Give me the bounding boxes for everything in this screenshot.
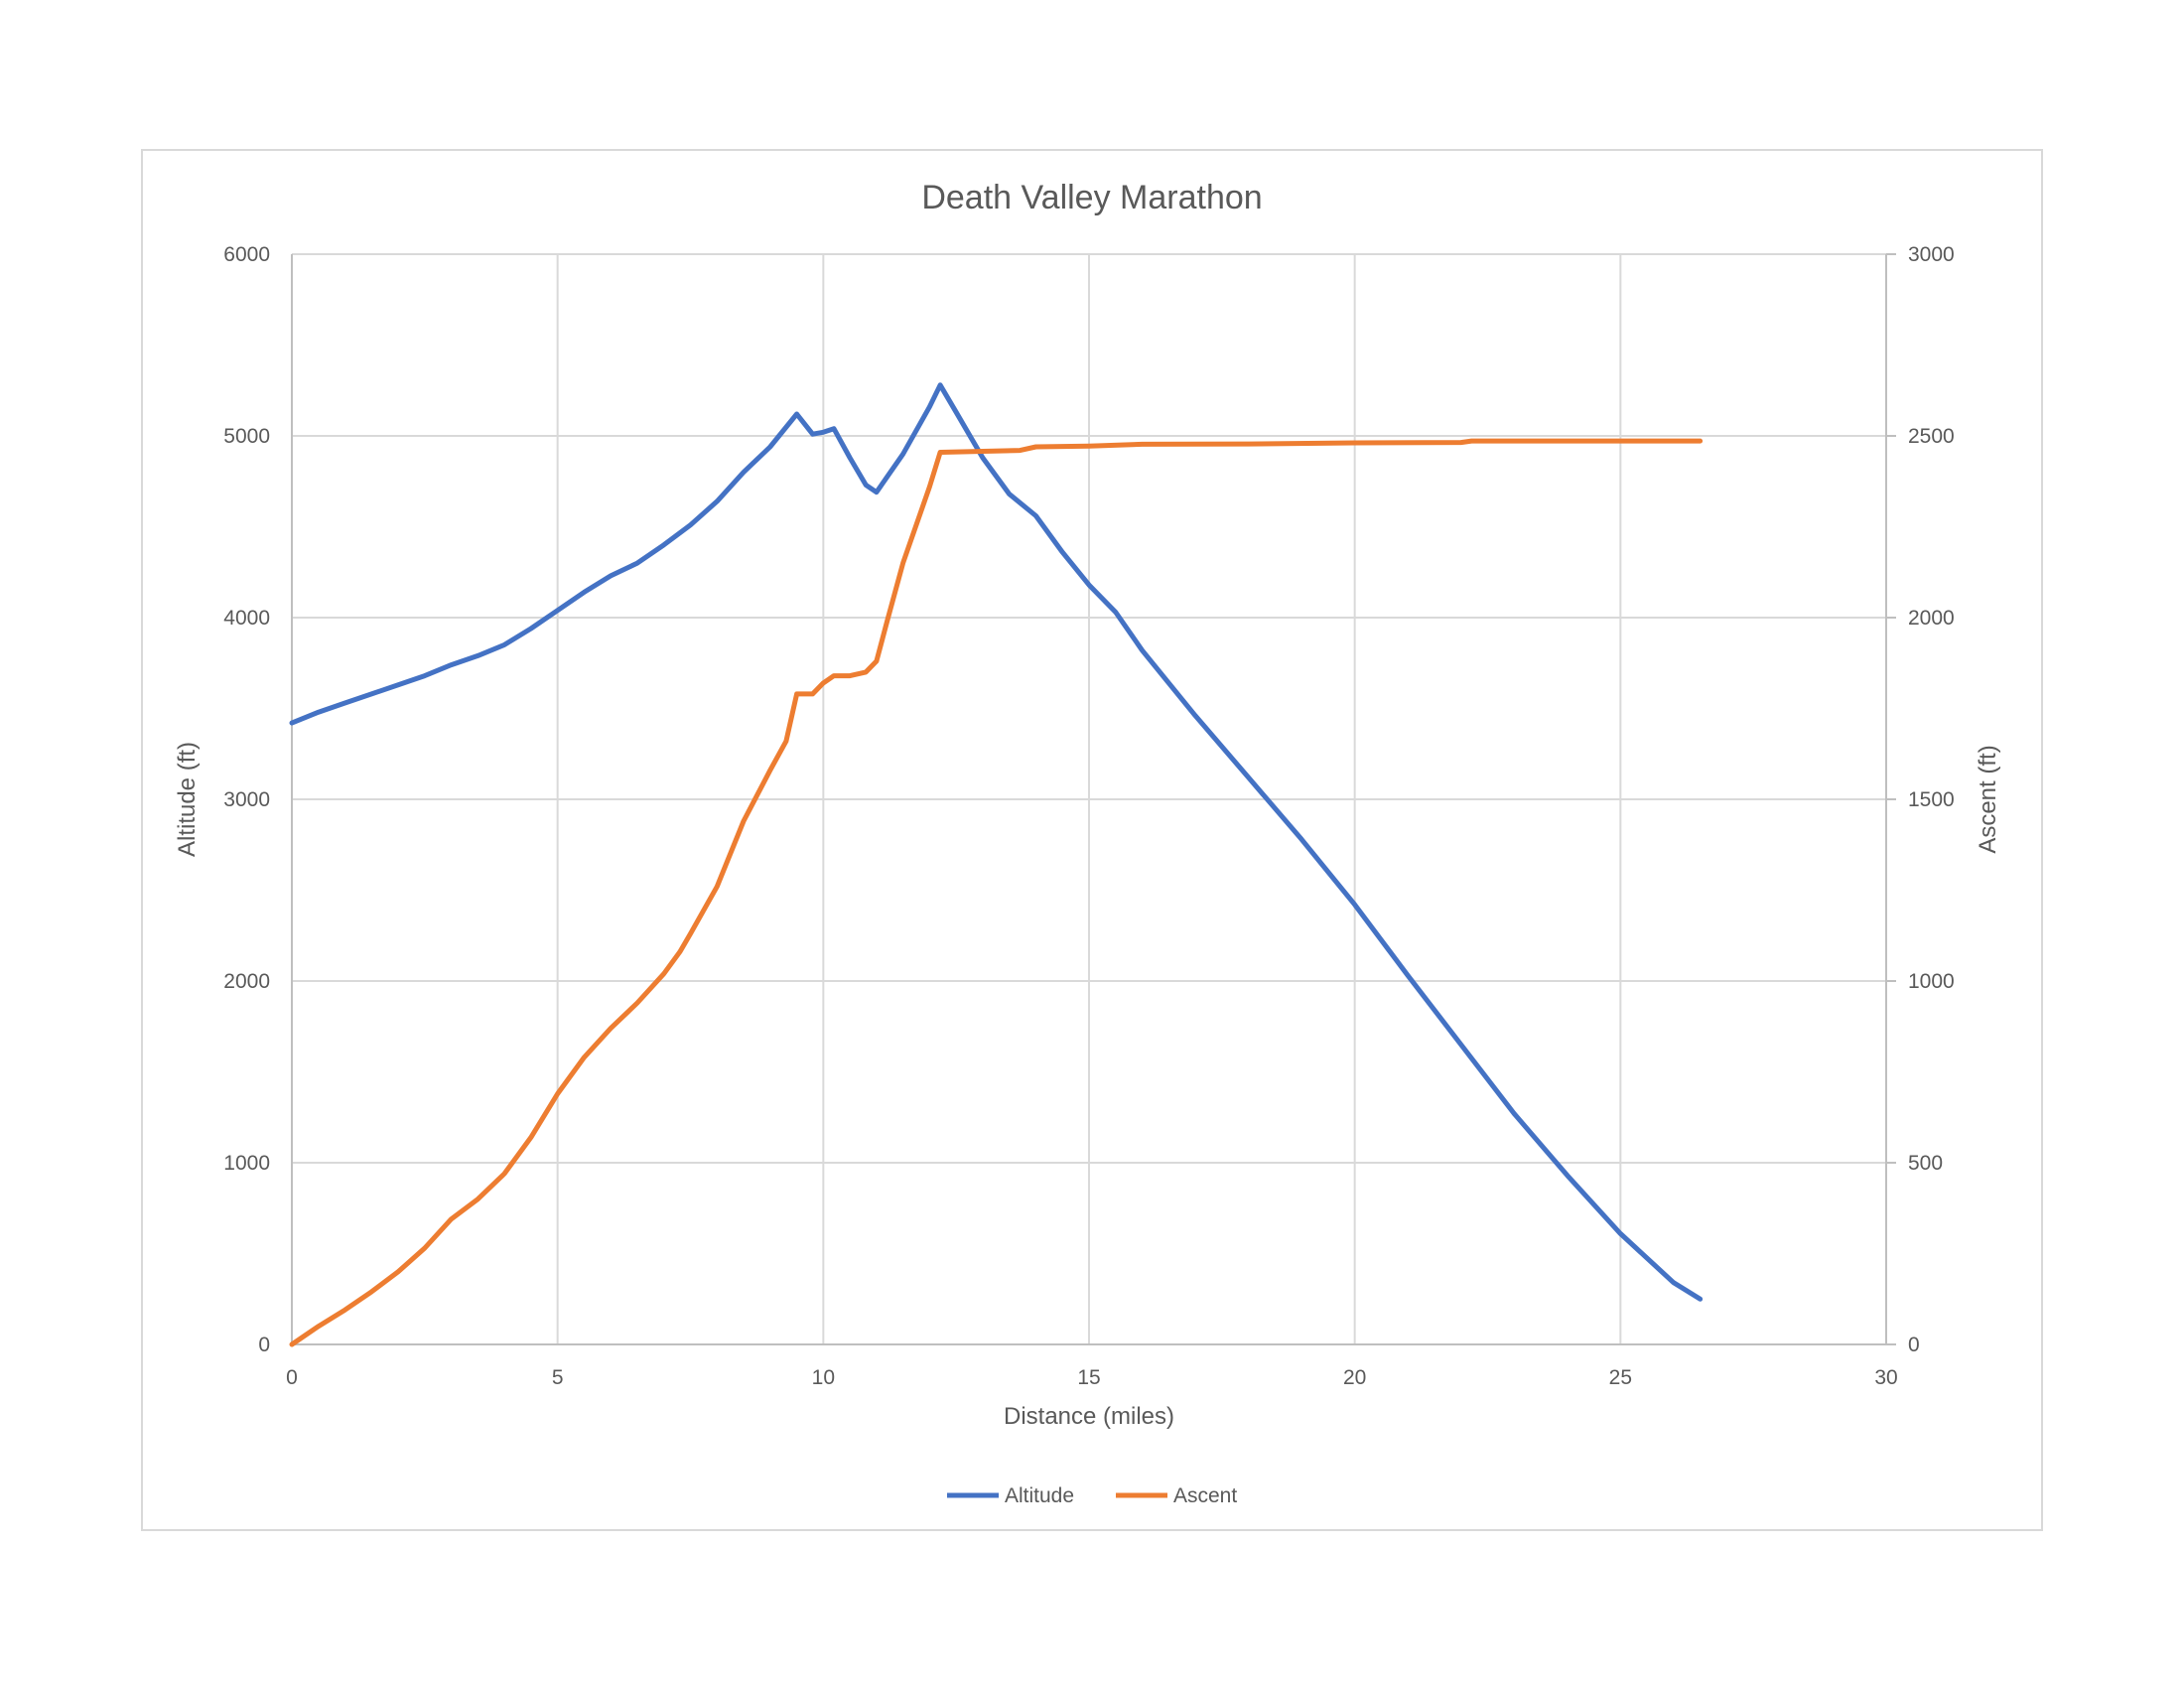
x-tick-label: 25 — [1609, 1366, 1632, 1389]
gridlines — [291, 253, 1887, 1345]
y2-axis-title: Ascent (ft) — [1975, 745, 2001, 853]
series-lines — [289, 382, 1704, 1347]
y2-tick-label: 1000 — [1908, 970, 1955, 993]
legend: Altitude Ascent — [947, 1484, 1237, 1507]
legend-label-ascent: Ascent — [1173, 1484, 1237, 1507]
y2-tick-label: 3000 — [1908, 243, 1955, 266]
y2-tick-label: 2500 — [1908, 425, 1955, 448]
legend-label-altitude: Altitude — [1005, 1484, 1074, 1507]
y-tick-label: 2000 — [223, 970, 270, 993]
legend-item-ascent: Ascent — [1116, 1484, 1237, 1507]
x-tick-label: 15 — [1077, 1366, 1100, 1389]
y-axis-title: Altitude (ft) — [174, 742, 201, 857]
y-tick-label: 6000 — [223, 243, 270, 266]
x-axis-title: Distance (miles) — [1004, 1403, 1174, 1430]
y2-tick-label: 500 — [1908, 1152, 1943, 1175]
y2-tick-label: 0 — [1908, 1334, 1920, 1356]
x-tick-label: 20 — [1343, 1366, 1366, 1389]
x-axis-tick-labels: 0 5 10 15 20 25 30 — [286, 1366, 1898, 1389]
x-tick-label: 0 — [286, 1366, 298, 1389]
series-line-ascent — [289, 438, 1704, 1347]
y-tick-label: 1000 — [223, 1152, 270, 1175]
x-tick-label: 5 — [552, 1366, 564, 1389]
y-tick-label: 3000 — [223, 788, 270, 811]
x-tick-label: 30 — [1874, 1366, 1897, 1389]
legend-item-altitude: Altitude — [947, 1484, 1074, 1507]
x-tick-label: 10 — [812, 1366, 835, 1389]
chart-frame: 0 5 10 15 20 25 30 0 1000 2000 3000 4000 5000 6000 0… — [141, 149, 2043, 1531]
y2-tick-label: 1500 — [1908, 788, 1955, 811]
y-tick-label: 5000 — [223, 425, 270, 448]
y2-tick-label: 2000 — [1908, 607, 1955, 630]
y2-axis-tick-labels: 0 500 1000 1500 2000 2500 3000 — [1908, 243, 1955, 1356]
plot-border — [291, 253, 1896, 1345]
series-line-altitude — [289, 382, 1704, 1302]
chart-title: Death Valley Marathon — [921, 179, 1262, 216]
y-axis-tick-labels: 0 1000 2000 3000 4000 5000 6000 — [223, 243, 270, 1356]
y-tick-label: 4000 — [223, 607, 270, 630]
y-tick-label: 0 — [258, 1334, 270, 1356]
